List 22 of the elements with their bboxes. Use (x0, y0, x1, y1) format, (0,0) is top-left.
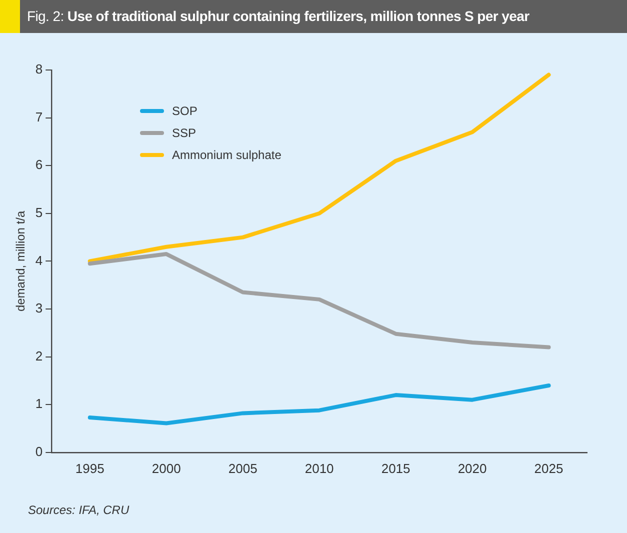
y-tick-label: 2 (35, 348, 43, 364)
legend-label: Ammonium sulphate (172, 148, 282, 162)
source-note: Sources: IFA, CRU (28, 503, 130, 517)
x-tick-label: 2020 (458, 460, 487, 476)
x-tick-label: 2005 (228, 460, 258, 476)
y-tick-label: 3 (35, 300, 43, 316)
y-tick-label: 4 (35, 252, 43, 268)
legend-label: SOP (172, 104, 198, 118)
y-tick-label: 7 (35, 109, 43, 124)
x-tick-label: 1995 (75, 460, 104, 476)
x-tick-label: 2010 (304, 460, 334, 476)
y-axis-title: demand, million t/a (14, 210, 28, 312)
y-tick-label: 8 (35, 62, 43, 77)
x-tick-label: 2000 (152, 460, 181, 476)
x-tick-label: 2025 (534, 460, 564, 476)
y-tick-label: 1 (35, 396, 43, 412)
chart-title: Fig. 2: Use of traditional sulphur containing fertilizers, million tonnes S per year (27, 7, 530, 26)
x-tick-label: 2015 (381, 460, 410, 476)
legend-label: SSP (172, 126, 196, 140)
y-tick-label: 0 (35, 444, 43, 459)
y-tick-label: 5 (35, 204, 43, 220)
y-tick-label: 6 (35, 157, 43, 172)
